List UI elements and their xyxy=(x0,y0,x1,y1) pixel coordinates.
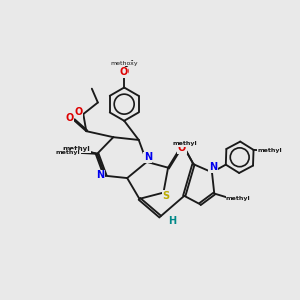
Text: O: O xyxy=(75,107,83,117)
Text: O: O xyxy=(65,112,74,122)
Text: methyl: methyl xyxy=(226,196,250,201)
Text: H: H xyxy=(168,216,176,226)
Text: methyl: methyl xyxy=(56,150,80,155)
Text: N: N xyxy=(209,162,217,172)
Text: O: O xyxy=(178,143,186,154)
Text: methoxy: methoxy xyxy=(110,61,138,66)
Text: methyl: methyl xyxy=(257,148,282,153)
Text: O: O xyxy=(120,68,128,77)
Text: N: N xyxy=(144,152,152,162)
Text: methyl: methyl xyxy=(62,146,90,152)
Text: O: O xyxy=(120,68,128,77)
Text: S: S xyxy=(163,191,170,201)
Text: N: N xyxy=(96,170,104,180)
Text: methyl: methyl xyxy=(172,141,197,146)
